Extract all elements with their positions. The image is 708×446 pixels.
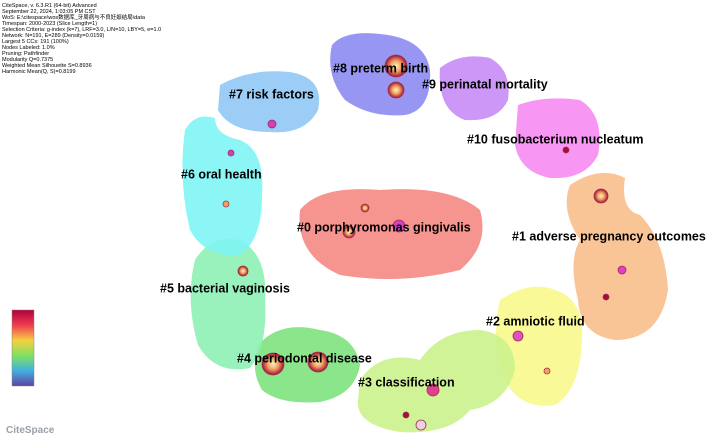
header-line: Selection Criteria: g-index (k=7), LRF=3…: [2, 27, 161, 33]
cluster-area: [515, 98, 600, 179]
cluster-area: [439, 56, 509, 121]
cluster-areas: [182, 33, 668, 433]
node: [512, 330, 524, 342]
node: [415, 419, 427, 431]
node: [342, 225, 356, 239]
node: [402, 411, 410, 419]
cluster-label: #1 adverse pregnancy outcomes: [512, 229, 706, 243]
logo: CiteSpace: [6, 425, 55, 436]
cluster-area: [330, 33, 431, 116]
node: [562, 146, 570, 154]
cluster-area: [182, 116, 263, 256]
nodes: [222, 54, 627, 431]
node: [593, 188, 609, 204]
cluster-label: #10 fusobacterium nucleatum: [467, 132, 643, 146]
cluster-label: #8 preterm birth: [333, 61, 428, 75]
cluster-area: [566, 172, 668, 340]
header-line: September 22, 2024, 1:03:05 PM CST: [2, 9, 96, 15]
node: [617, 265, 627, 275]
node: [387, 81, 405, 99]
header-line: Pruning: Pathfinder: [2, 51, 49, 57]
cluster-area: [218, 71, 320, 133]
node: [237, 265, 249, 277]
header-line: Largest 5 CCs: 191 (100%): [2, 39, 69, 45]
header-line: CiteSpace, v. 6.3.R1 (64-bit) Advanced: [2, 3, 97, 9]
cluster-area: [299, 189, 483, 279]
header-line: Timespan: 2000-2023 (Slice Length=1): [2, 21, 97, 27]
node: [543, 367, 551, 375]
node: [261, 352, 285, 376]
node: [227, 149, 235, 157]
cluster-label: #0 porphyromonas gingivalis: [297, 220, 471, 234]
header-line: Harmonic Mean(Q, S)=0.8199: [2, 69, 76, 75]
node: [602, 293, 610, 301]
header-line: Nodes Labeled: 1.0%: [2, 45, 55, 51]
cluster-area: [254, 327, 360, 403]
node: [384, 54, 408, 78]
cluster-label: #5 bacterial vaginosis: [160, 281, 290, 295]
cluster-label: #2 amniotic fluid: [486, 314, 585, 328]
header-line: WoS: E:\citespace\wos数据库_牙周病与不良妊娠结局\data: [2, 13, 146, 21]
cluster-label: #6 oral health: [181, 167, 262, 181]
node: [360, 203, 370, 213]
header-line: Weighted Mean Silhouette S=0.8936: [2, 63, 92, 69]
cluster-label: #9 perinatal mortality: [422, 77, 548, 91]
node: [222, 200, 230, 208]
header-line: Network: N=191, E=289 (Density=0.0159): [2, 33, 104, 39]
cluster-area: [190, 239, 266, 370]
cluster-labels: #0 porphyromonas gingivalis #1 adverse p…: [160, 61, 706, 389]
cluster-label: #3 classification: [358, 375, 455, 389]
node: [267, 119, 277, 129]
color-legend: [11, 309, 35, 387]
cluster-label: #4 periodontal disease: [237, 351, 372, 365]
cluster-area: [357, 330, 515, 433]
cluster-label: #7 risk factors: [229, 87, 314, 101]
node: [392, 219, 406, 233]
cluster-area: [496, 286, 583, 406]
node: [426, 383, 440, 397]
header-line: Modularity Q=0.7375: [2, 57, 53, 63]
header: CiteSpace, v. 6.3.R1 (64-bit) Advanced S…: [2, 3, 161, 75]
node: [307, 351, 329, 373]
